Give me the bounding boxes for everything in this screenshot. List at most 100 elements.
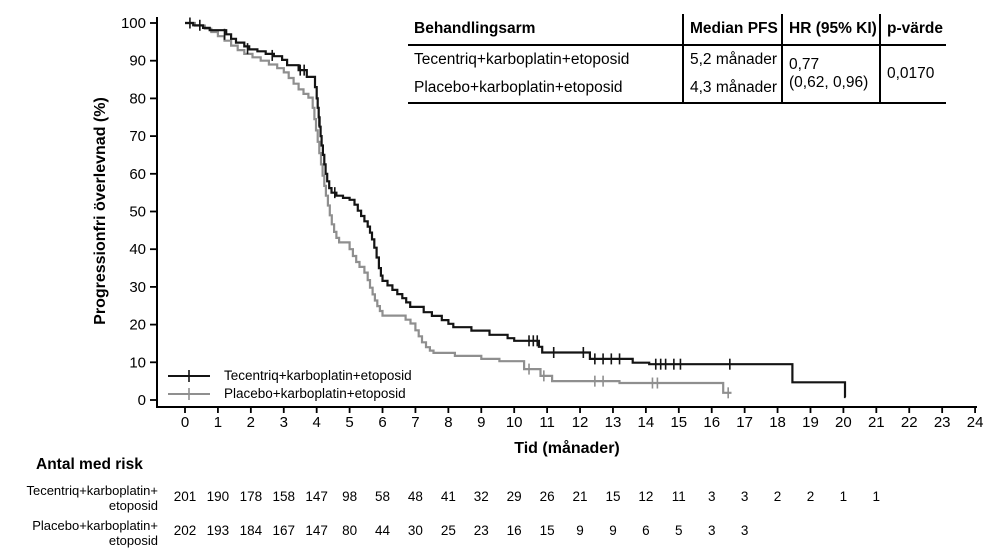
risk-count: 12: [638, 489, 653, 504]
y-tick-label: 30: [129, 279, 146, 296]
risk-count: 193: [207, 523, 230, 538]
legend-line-sample-gray: [168, 387, 210, 400]
y-axis-title: Progressionfri överlevnad (%): [92, 97, 109, 325]
risk-count: 6: [642, 523, 650, 538]
legend-line-sample-black: [168, 369, 210, 382]
x-tick-label: 14: [638, 414, 655, 431]
risk-count: 202: [174, 523, 197, 538]
km-curve-tecentriq: [185, 21, 847, 399]
risk-count: 3: [741, 489, 749, 504]
risk-count: 29: [507, 489, 522, 504]
risk-row-label-tecentriq: Tecentriq+karboplatin+ etoposid: [26, 483, 158, 513]
stats-p-value: 0,0170: [879, 45, 946, 103]
risk-count: 23: [474, 523, 489, 538]
risk-count: 2: [807, 489, 815, 504]
y-tick-label: 60: [129, 166, 146, 183]
legend-label-tecentriq: Tecentriq+karboplatin+etoposid: [224, 368, 412, 383]
risk-count: 44: [375, 523, 391, 538]
stats-arm-tecentriq: Tecentriq+karboplatin+etoposid: [414, 51, 630, 68]
risk-count: 147: [305, 489, 328, 504]
stats-median-placebo: 4,3 månader: [682, 74, 782, 103]
x-tick-label: 22: [901, 414, 918, 431]
x-tick-label: 12: [572, 414, 589, 431]
x-tick-label: 20: [835, 414, 852, 431]
x-tick-label: 13: [605, 414, 622, 431]
stats-arm-placebo: Placebo+karboplatin+etoposid: [414, 79, 623, 96]
x-tick-label: 1: [214, 414, 222, 431]
risk-count: 48: [408, 489, 423, 504]
x-tick-label: 16: [703, 414, 720, 431]
y-tick-label: 20: [129, 317, 146, 334]
risk-count: 2: [774, 489, 782, 504]
x-tick-label: 0: [181, 414, 189, 431]
risk-count: 178: [240, 489, 263, 504]
x-tick-label: 18: [769, 414, 786, 431]
x-tick-label: 10: [506, 414, 523, 431]
hr-value: 0,77: [789, 56, 820, 73]
stats-row-tecentriq: Tecentriq+karboplatin+etoposid 5,2 månad…: [408, 45, 946, 103]
risk-count: 1: [840, 489, 848, 504]
risk-count: 3: [708, 523, 716, 538]
stats-header-row: Behandlingsarm Median PFS HR (95% KI) p-…: [408, 14, 946, 46]
stats-table: Behandlingsarm Median PFS HR (95% KI) p-…: [408, 14, 946, 104]
risk-table-title: Antal med risk: [36, 456, 143, 473]
risk-count: 58: [375, 489, 390, 504]
x-tick-label: 4: [313, 414, 321, 431]
y-tick-label: 70: [129, 128, 146, 145]
risk-count: 21: [573, 489, 588, 504]
risk-count: 25: [441, 523, 456, 538]
x-tick-label: 24: [967, 414, 984, 431]
x-tick-label: 8: [444, 414, 452, 431]
risk-count: 5: [675, 523, 683, 538]
risk-count: 26: [540, 489, 555, 504]
risk-count: 32: [474, 489, 489, 504]
stats-header-arm: Behandlingsarm: [408, 14, 683, 46]
stats-hr-cell: 0,77 (0,62, 0,96): [781, 45, 880, 103]
risk-count: 158: [272, 489, 295, 504]
y-tick-label: 0: [138, 392, 146, 409]
legend-label-placebo: Placebo+karboplatin+etoposid: [224, 386, 406, 401]
x-axis-title: Tid (månader): [514, 440, 620, 457]
y-tick-label: 10: [129, 354, 146, 371]
risk-count: 1: [873, 489, 881, 504]
risk-row-label-placebo: Placebo+karboplatin+ etoposid: [32, 518, 158, 548]
risk-count: 11: [672, 489, 686, 504]
risk-count: 98: [342, 489, 357, 504]
x-tick-label: 17: [736, 414, 753, 431]
y-tick-label: 90: [129, 53, 146, 70]
risk-count: 9: [576, 523, 584, 538]
stats-row-placebo: Placebo+karboplatin+etoposid 4,3 månader: [408, 74, 946, 103]
risk-count: 16: [507, 523, 522, 538]
stats-header-median: Median PFS: [682, 14, 782, 46]
y-tick-label: 50: [129, 204, 146, 221]
risk-count: 147: [305, 523, 328, 538]
x-tick-label: 3: [280, 414, 288, 431]
risk-count: 15: [605, 489, 620, 504]
y-tick-label: 40: [129, 241, 146, 258]
risk-count: 41: [441, 489, 456, 504]
risk-count: 190: [207, 489, 230, 504]
x-tick-label: 2: [247, 414, 255, 431]
y-tick-label: 100: [121, 15, 146, 32]
x-tick-label: 7: [411, 414, 419, 431]
hr-ci: (0,62, 0,96): [789, 74, 869, 91]
legend-item-tecentriq: Tecentriq+karboplatin+etoposid: [166, 367, 412, 384]
y-tick-label: 80: [129, 90, 146, 107]
stats-header-p: p-värde: [879, 14, 946, 46]
risk-count: 3: [708, 489, 716, 504]
km-curve-placebo: [185, 21, 732, 394]
risk-count: 80: [342, 523, 357, 538]
risk-count: 3: [741, 523, 749, 538]
legend: Tecentriq+karboplatin+etoposid Placebo+k…: [166, 367, 412, 402]
x-tick-label: 11: [539, 414, 555, 431]
x-tick-label: 23: [934, 414, 951, 431]
risk-count: 167: [272, 523, 295, 538]
legend-item-placebo: Placebo+karboplatin+etoposid: [166, 385, 412, 402]
x-tick-label: 9: [477, 414, 485, 431]
stats-median-tecentriq: 5,2 månader: [682, 45, 782, 74]
x-tick-label: 6: [378, 414, 386, 431]
risk-count: 30: [408, 523, 423, 538]
stats-header-hr: HR (95% KI): [781, 14, 880, 46]
